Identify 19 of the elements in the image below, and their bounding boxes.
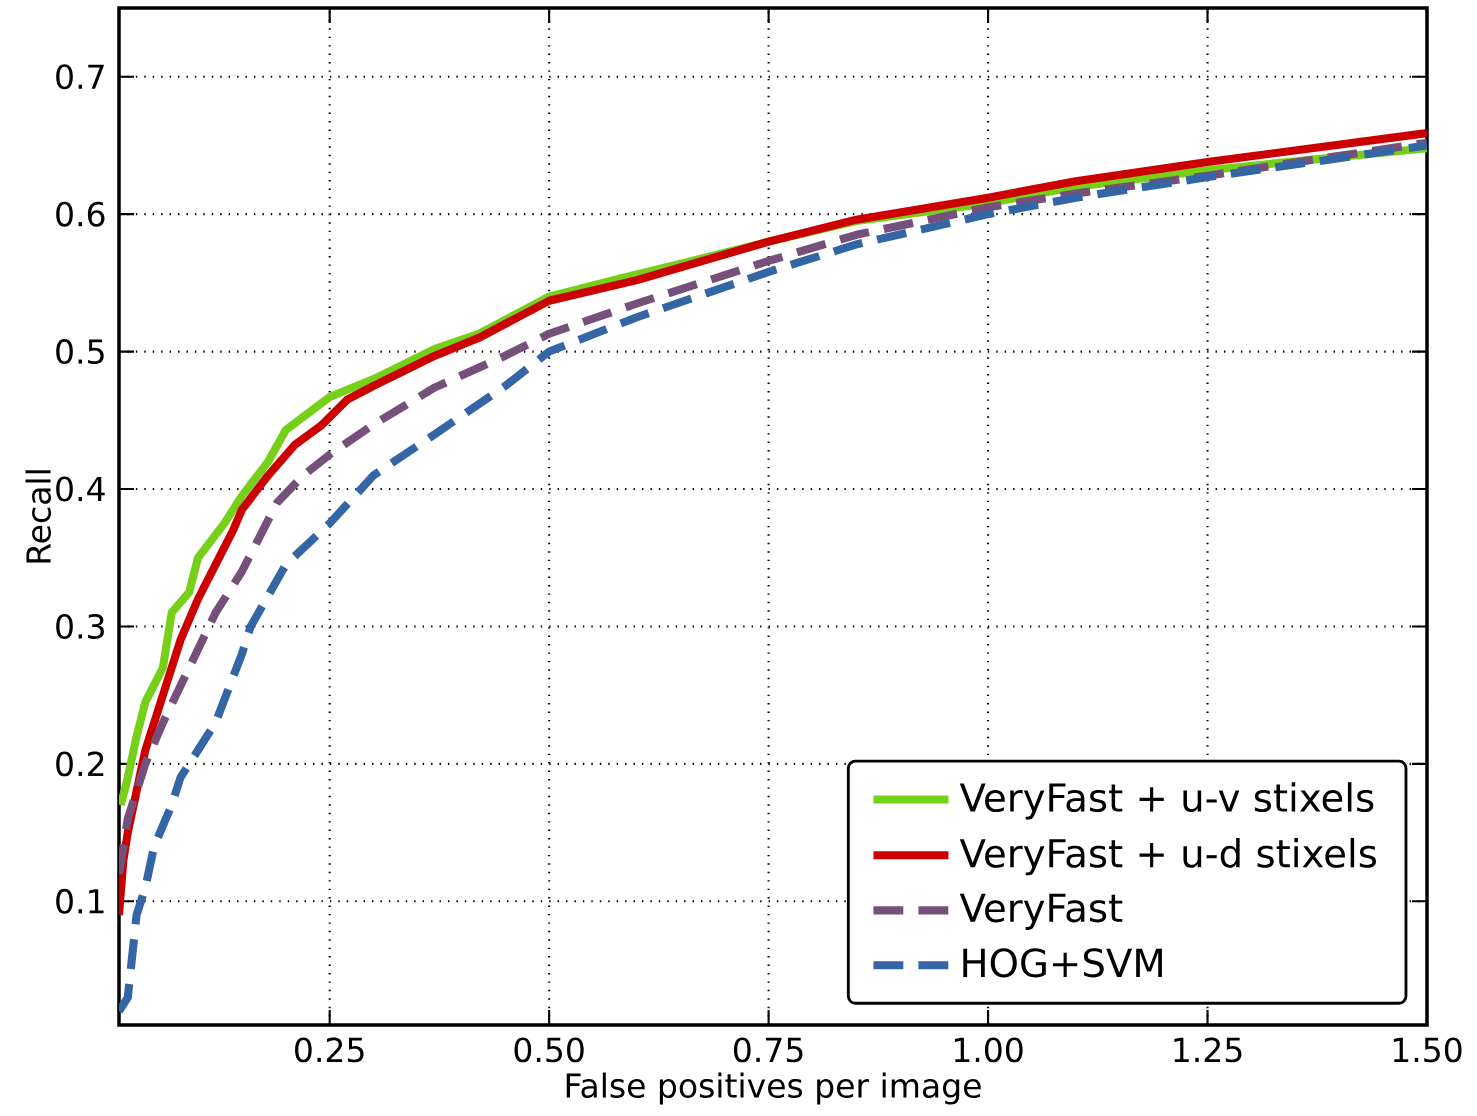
x-tick-label: 0.75	[733, 1037, 803, 1063]
x-tick-label: 1.25	[1174, 1037, 1242, 1063]
x-tick-label: 0.25	[295, 1037, 364, 1063]
legend-label: VeryFast	[959, 893, 1123, 930]
y-tick-label: 0.3	[56, 613, 104, 639]
y-tick-label: 0.7	[56, 64, 104, 90]
legend-label: VeryFast + u-d stixels	[959, 837, 1376, 876]
legend-label: VeryFast + u-v stixels	[959, 782, 1374, 820]
x-tick-label: 0.50	[514, 1037, 584, 1063]
y-tick-label: 0.4	[56, 476, 105, 502]
x-tick-label: 1.00	[954, 1037, 1023, 1063]
legend-label: HOG+SVM	[963, 948, 1162, 978]
y-tick-label: 0.2	[56, 751, 104, 777]
y-tick-label: 0.5	[56, 339, 104, 365]
y-axis-title: Recall	[25, 470, 51, 563]
x-tick-label: 1.50	[1393, 1037, 1462, 1063]
x-axis-title: False positives per image	[566, 1072, 981, 1105]
y-tick-label: 0.6	[56, 201, 105, 227]
y-tick-label: 0.1	[56, 888, 104, 914]
